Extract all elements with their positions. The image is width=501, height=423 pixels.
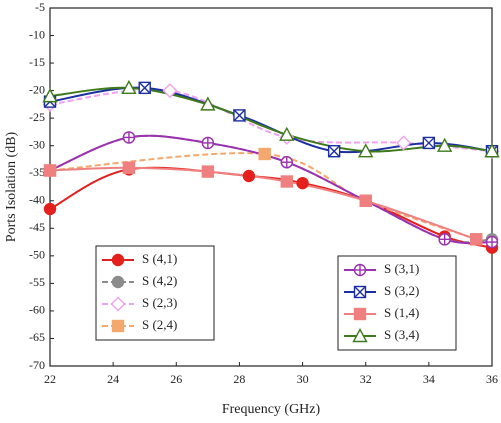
- marker: [138, 81, 151, 95]
- marker: [280, 156, 293, 169]
- marker: [484, 143, 500, 158]
- marker: [353, 263, 367, 277]
- y-tick-label: -15: [29, 55, 45, 69]
- marker: [122, 131, 136, 144]
- y-tick-label: -5: [35, 0, 45, 14]
- marker: [122, 161, 136, 174]
- marker: [327, 144, 341, 158]
- marker: [233, 109, 246, 122]
- marker: [43, 164, 57, 177]
- marker: [422, 136, 436, 150]
- y-tick-label: -45: [29, 220, 45, 234]
- legend-label: S (4,1): [142, 251, 177, 266]
- legend-label: S (1,4): [384, 305, 419, 320]
- marker: [352, 328, 368, 343]
- y-tick-label: -10: [29, 27, 45, 41]
- y-tick-label: -60: [29, 303, 45, 317]
- x-tick-label: 32: [360, 372, 372, 386]
- y-tick-label: -55: [29, 275, 45, 289]
- x-tick-label: 22: [44, 372, 56, 386]
- legend-label: S (2,4): [142, 317, 177, 332]
- x-tick-label: 34: [423, 372, 435, 386]
- marker: [296, 176, 309, 190]
- marker: [353, 285, 367, 299]
- legend: S (4,1) S (4,2) S (2,3) S (2,4): [95, 245, 215, 341]
- marker: [359, 194, 372, 207]
- marker: [258, 147, 271, 161]
- marker: [110, 296, 126, 312]
- marker: [396, 135, 412, 151]
- y-tick-label: -40: [29, 193, 45, 207]
- y-tick-label: -25: [29, 110, 45, 124]
- series-line: [49, 152, 477, 241]
- x-tick-label: 26: [170, 372, 182, 386]
- x-tick-label: 28: [233, 372, 245, 386]
- marker: [121, 79, 137, 95]
- legend-label: S (4,2): [142, 273, 177, 288]
- marker: [111, 253, 125, 267]
- y-tick-label: -30: [29, 137, 45, 151]
- marker: [485, 235, 499, 249]
- marker: [111, 275, 125, 289]
- y-tick-label: -50: [29, 248, 45, 262]
- marker: [436, 137, 453, 152]
- marker: [201, 136, 215, 150]
- marker: [242, 169, 256, 183]
- y-tick-label: -65: [29, 330, 45, 344]
- series-line: [49, 134, 493, 244]
- marker: [470, 233, 483, 246]
- y-axis-title: Ports Isolation (dB): [4, 131, 19, 242]
- marker: [162, 83, 178, 99]
- marker: [279, 126, 295, 141]
- legend-label: S (3,1): [384, 261, 419, 276]
- marker: [280, 175, 293, 188]
- series-line: [49, 166, 477, 241]
- marker: [43, 202, 57, 216]
- marker: [200, 96, 216, 111]
- y-tick-label: -35: [29, 165, 45, 179]
- marker: [438, 233, 451, 246]
- legend: S (3,1) S (3,2) S (1,4) S (3,4): [337, 255, 457, 351]
- marker: [201, 165, 215, 178]
- marker: [42, 88, 58, 103]
- x-tick-label: 30: [297, 372, 309, 386]
- x-tick-label: 24: [107, 372, 119, 386]
- marker: [353, 307, 367, 321]
- legend-label: S (3,2): [384, 283, 419, 298]
- y-tick-label: -20: [29, 82, 45, 96]
- series-line: [49, 134, 493, 245]
- marker: [358, 143, 374, 158]
- plot-frame: [49, 7, 493, 367]
- x-tick-label: 36: [486, 372, 498, 386]
- legend-label: S (2,3): [142, 295, 177, 310]
- legend-label: S (3,4): [384, 327, 419, 342]
- x-axis-title: Frequency (GHz): [222, 402, 321, 417]
- y-tick-label: -70: [29, 358, 45, 372]
- marker: [111, 319, 125, 333]
